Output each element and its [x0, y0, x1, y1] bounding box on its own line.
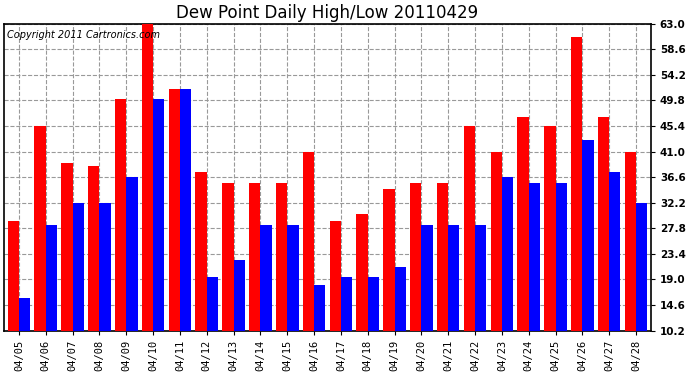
Bar — [410, 183, 422, 330]
Bar — [115, 99, 126, 330]
Bar — [475, 225, 486, 330]
Bar — [357, 214, 368, 330]
Bar — [126, 177, 137, 330]
Bar — [88, 165, 99, 330]
Bar — [234, 260, 245, 330]
Bar — [99, 203, 110, 330]
Bar — [502, 177, 513, 330]
Bar — [276, 183, 287, 330]
Bar — [222, 183, 234, 330]
Bar — [61, 163, 72, 330]
Bar — [437, 183, 448, 330]
Bar — [34, 126, 46, 330]
Bar — [19, 298, 30, 330]
Bar — [8, 221, 19, 330]
Bar — [636, 203, 647, 330]
Bar — [72, 203, 84, 330]
Bar — [287, 225, 299, 330]
Bar — [384, 189, 395, 330]
Bar — [491, 152, 502, 330]
Bar — [395, 267, 406, 330]
Bar — [609, 172, 620, 330]
Bar — [260, 225, 272, 330]
Bar — [168, 89, 180, 330]
Bar — [330, 221, 341, 330]
Bar — [544, 126, 555, 330]
Bar — [422, 225, 433, 330]
Text: Copyright 2011 Cartronics.com: Copyright 2011 Cartronics.com — [8, 30, 160, 40]
Bar — [195, 172, 207, 330]
Bar — [368, 277, 379, 330]
Bar — [142, 24, 153, 330]
Bar — [303, 152, 314, 330]
Bar — [341, 277, 352, 330]
Bar — [46, 225, 57, 330]
Bar — [153, 99, 164, 330]
Bar — [582, 140, 593, 330]
Bar — [207, 277, 218, 330]
Bar — [180, 89, 191, 330]
Bar — [464, 126, 475, 330]
Bar — [624, 152, 636, 330]
Bar — [448, 225, 460, 330]
Bar — [598, 117, 609, 330]
Bar — [314, 285, 326, 330]
Title: Dew Point Daily High/Low 20110429: Dew Point Daily High/Low 20110429 — [177, 4, 479, 22]
Bar — [518, 117, 529, 330]
Bar — [249, 183, 260, 330]
Bar — [529, 183, 540, 330]
Bar — [555, 183, 566, 330]
Bar — [571, 36, 582, 330]
